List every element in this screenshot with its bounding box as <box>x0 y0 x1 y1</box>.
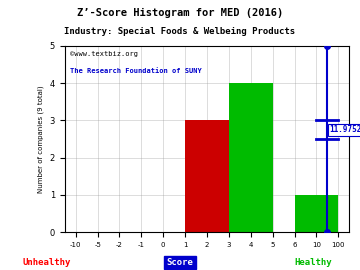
Text: Score: Score <box>167 258 193 267</box>
Bar <box>316 195 338 232</box>
Y-axis label: Number of companies (9 total): Number of companies (9 total) <box>38 85 44 193</box>
Text: Healthy: Healthy <box>294 258 332 267</box>
Bar <box>229 83 273 232</box>
Text: Z’-Score Histogram for MED (2016): Z’-Score Histogram for MED (2016) <box>77 8 283 18</box>
Text: Industry: Special Foods & Welbeing Products: Industry: Special Foods & Welbeing Produ… <box>64 27 296 36</box>
Text: ©www.textbiz.org: ©www.textbiz.org <box>71 52 139 58</box>
Bar <box>294 195 316 232</box>
Bar <box>185 120 229 232</box>
Text: The Research Foundation of SUNY: The Research Foundation of SUNY <box>71 68 202 74</box>
Text: Unhealthy: Unhealthy <box>23 258 71 267</box>
Text: 11.9752: 11.9752 <box>329 125 360 134</box>
